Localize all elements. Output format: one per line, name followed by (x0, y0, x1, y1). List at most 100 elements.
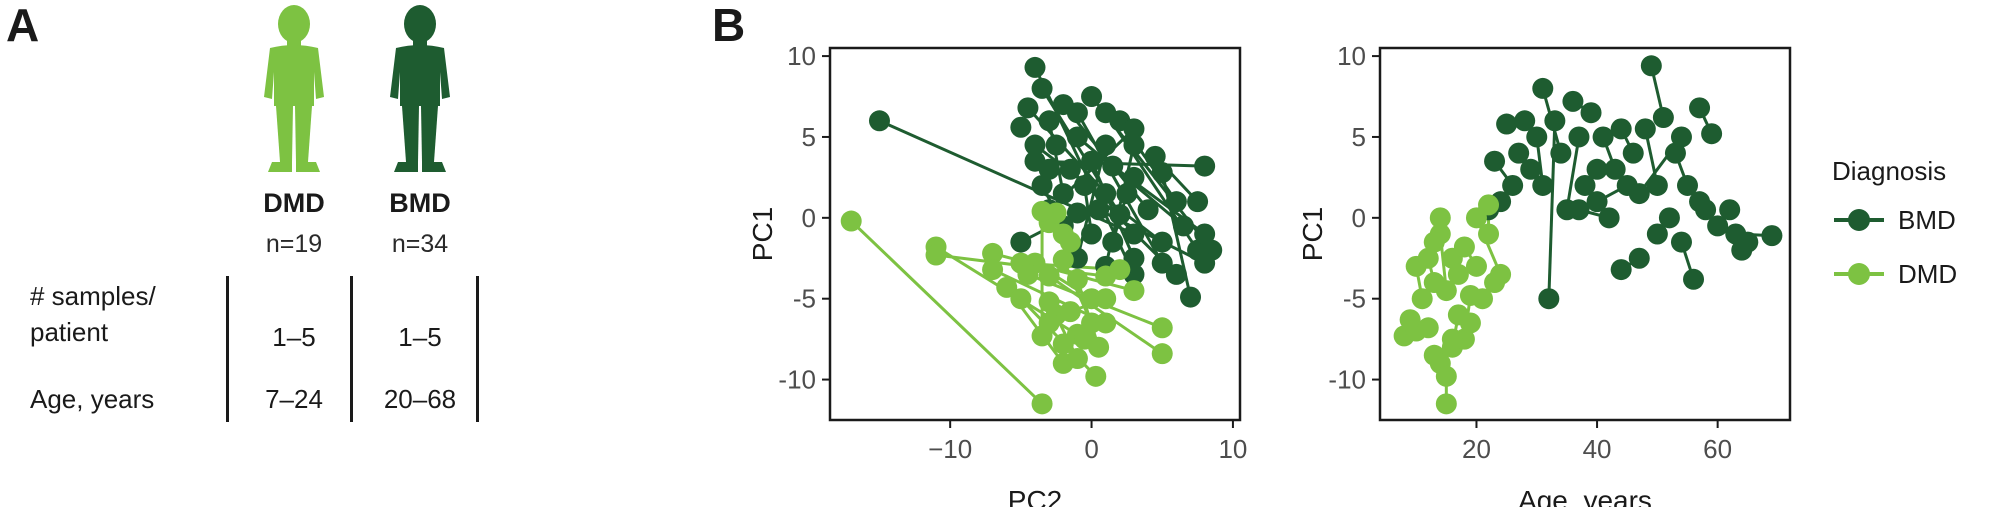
data-point (1010, 288, 1032, 310)
data-point (1187, 191, 1209, 213)
y-axis-label: PC1 (1297, 207, 1328, 261)
y-tick-label: 5 (802, 122, 816, 152)
dmd-samples-cell: 1–5 (272, 322, 316, 352)
age-scatter-chart: 10 5 0 -5 -10 20 40 60 Age, years PC1 (1297, 41, 1792, 507)
data-point (982, 259, 1004, 281)
x-tick-label: 10 (1218, 434, 1247, 464)
group-n-dmd: n=19 (265, 230, 323, 258)
data-point (1151, 252, 1173, 274)
y-tick-label: -5 (1343, 284, 1366, 314)
data-point (1088, 336, 1110, 358)
patient-link (1565, 136, 1581, 210)
data-point (1109, 259, 1131, 281)
data-point (1059, 158, 1081, 180)
data-point (1465, 207, 1487, 229)
data-point (1095, 183, 1117, 205)
patient-link (850, 219, 1044, 405)
data-point (1024, 56, 1046, 78)
group-name-bmd: BMD (389, 188, 451, 218)
data-point (1447, 263, 1469, 285)
data-point (1646, 223, 1668, 245)
data-point (1683, 268, 1705, 290)
data-point (1737, 231, 1759, 253)
data-point (1123, 247, 1145, 269)
data-point (1465, 255, 1487, 277)
data-point (1658, 207, 1680, 229)
data-point (1038, 158, 1060, 180)
data-point (1628, 247, 1650, 269)
legend-key-bmd (1834, 209, 1884, 231)
group-name-dmd: DMD (263, 188, 325, 218)
data-point (925, 244, 947, 266)
data-point (1689, 97, 1711, 119)
table-divider (476, 276, 479, 422)
data-point (1151, 162, 1173, 184)
data-point (1165, 191, 1187, 213)
data-point (1095, 288, 1117, 310)
data-point (1081, 223, 1103, 245)
data-point (1010, 231, 1032, 253)
data-point (1586, 191, 1608, 213)
data-point (1701, 123, 1723, 145)
y-tick-label: 5 (1352, 122, 1366, 152)
data-point (1172, 215, 1194, 237)
data-point (1574, 174, 1596, 196)
data-point (1550, 142, 1572, 164)
data-point (1640, 55, 1662, 77)
data-point (1459, 312, 1481, 334)
data-point (1137, 199, 1159, 221)
plot-frame (1378, 46, 1792, 422)
series-points-dmd (840, 200, 1173, 415)
data-point (1472, 288, 1493, 310)
data-point (1719, 199, 1741, 221)
data-point (1670, 231, 1692, 253)
data-point (1066, 102, 1088, 124)
data-point (1586, 158, 1608, 180)
data-point (996, 276, 1018, 298)
data-point (1544, 110, 1566, 132)
y-tick-label: 10 (787, 41, 816, 71)
panel-b-letter: B (712, 0, 746, 51)
data-point (1610, 118, 1632, 140)
data-point (1123, 280, 1145, 302)
data-point (1532, 174, 1554, 196)
data-point (1562, 90, 1584, 112)
y-tick-label: 0 (1352, 203, 1366, 233)
data-point (1652, 107, 1674, 129)
legend-item-bmd: BMD (1830, 200, 1956, 240)
data-point (1580, 102, 1602, 124)
data-point (1670, 126, 1692, 148)
data-point (1532, 77, 1554, 99)
data-point (1095, 134, 1117, 156)
table-divider (226, 276, 229, 422)
data-point (1435, 393, 1457, 415)
data-point (1478, 223, 1500, 245)
y-tick-label: 0 (802, 203, 816, 233)
child-silhouette-icon (390, 5, 450, 172)
x-axis-label: PC2 (1008, 485, 1062, 507)
data-point (1010, 116, 1032, 138)
series-points-dmd (1393, 194, 1512, 415)
data-point (1634, 118, 1656, 140)
data-point (1038, 110, 1060, 132)
data-point (1123, 118, 1145, 140)
x-axis-label: Age, years (1518, 485, 1652, 507)
x-tick-label: 60 (1703, 434, 1732, 464)
panel-a-letter: A (6, 0, 40, 51)
age-label: Age, years (30, 384, 155, 414)
data-point (1151, 231, 1173, 253)
data-point (1496, 113, 1518, 135)
data-point (1123, 134, 1145, 156)
data-point (1689, 191, 1711, 213)
x-tick-label: −10 (928, 434, 972, 464)
data-point (1052, 183, 1074, 205)
data-point (1066, 268, 1088, 290)
data-point (1526, 126, 1548, 148)
data-point (1568, 126, 1590, 148)
data-point (1081, 86, 1103, 108)
group-n-bmd: n=34 (391, 230, 449, 258)
data-point (1677, 174, 1698, 196)
data-point (1045, 134, 1067, 156)
data-point (1109, 204, 1131, 226)
